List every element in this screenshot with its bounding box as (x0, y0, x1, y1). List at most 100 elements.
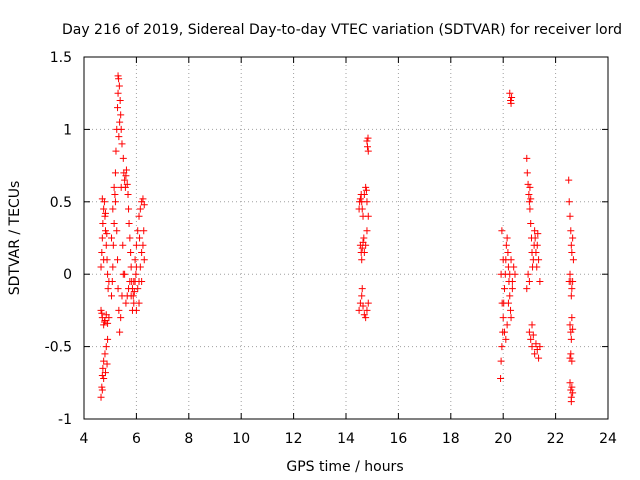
chart-title: Day 216 of 2019, Sidereal Day-to-day VTE… (62, 22, 622, 38)
data-point (569, 389, 577, 397)
data-point (117, 314, 125, 322)
data-point (523, 169, 531, 177)
data-point (132, 270, 140, 278)
data-point (136, 205, 144, 213)
data-point (117, 183, 125, 191)
x-tick-label: 18 (442, 431, 460, 447)
data-point (122, 172, 130, 180)
data-point (499, 314, 507, 322)
data-point (527, 220, 535, 228)
data-point (121, 176, 129, 184)
data-point (105, 314, 113, 322)
data-point (501, 285, 509, 293)
data-point (114, 104, 122, 112)
data-point (569, 234, 577, 242)
data-point (362, 186, 370, 194)
data-point (103, 230, 111, 238)
data-point (567, 292, 575, 300)
data-point (114, 89, 122, 97)
data-point (101, 209, 109, 217)
y-axis-label: SDTVAR / TECUs (7, 181, 23, 296)
data-point (532, 248, 540, 256)
data-point (569, 256, 577, 264)
data-point (568, 314, 576, 322)
y-tick-label: 1 (63, 122, 72, 138)
data-point (528, 343, 536, 351)
data-point (117, 125, 125, 133)
data-point (115, 306, 123, 314)
data-point (139, 195, 147, 203)
data-point (101, 212, 109, 220)
data-point (362, 183, 370, 191)
data-point (108, 292, 116, 300)
data-point (127, 248, 135, 256)
data-point (134, 227, 142, 235)
data-point (101, 350, 109, 358)
data-point (566, 212, 574, 220)
data-point (507, 314, 515, 322)
y-tick-label: 1.5 (50, 50, 72, 66)
data-point (497, 270, 505, 278)
data-point (131, 256, 139, 264)
data-point (534, 230, 542, 238)
y-axis-tick-labels: -1 -0.5 0 0.5 1 1.5 (45, 50, 72, 428)
data-point (526, 183, 534, 191)
data-point (525, 277, 533, 285)
data-point (135, 212, 143, 220)
data-point (119, 241, 127, 249)
data-point (140, 201, 148, 209)
data-point (504, 248, 512, 256)
data-point (360, 191, 368, 199)
data-point (535, 354, 543, 362)
data-point (113, 227, 121, 235)
data-point (108, 234, 116, 242)
data-point (116, 96, 124, 104)
data-point (498, 343, 506, 351)
data-point (103, 360, 111, 368)
data-point (102, 241, 110, 249)
data-point (115, 75, 123, 83)
data-point (356, 195, 364, 203)
data-point (567, 335, 575, 343)
data-point (114, 256, 122, 264)
x-tick-label: 8 (184, 431, 193, 447)
data-point (363, 198, 371, 206)
axis-ticks (83, 56, 609, 420)
data-point (109, 241, 117, 249)
data-point (524, 270, 532, 278)
data-point (363, 137, 371, 145)
grid-lines (84, 57, 608, 419)
data-point (529, 331, 537, 339)
data-point (98, 234, 106, 242)
data-point (498, 299, 506, 307)
data-point (358, 205, 366, 213)
data-point (507, 256, 515, 264)
data-point (122, 299, 130, 307)
data-point (109, 205, 117, 213)
x-tick-label: 14 (337, 431, 355, 447)
data-point (114, 285, 122, 293)
data-point (132, 241, 140, 249)
data-point (364, 147, 372, 155)
x-tick-label: 10 (232, 431, 250, 447)
data-point (566, 379, 574, 387)
data-point (501, 328, 509, 336)
data-point (508, 94, 516, 102)
data-point (535, 256, 543, 264)
x-tick-label: 20 (494, 431, 512, 447)
data-point (507, 306, 515, 314)
data-point (499, 256, 507, 264)
data-point (527, 335, 535, 343)
data-point (100, 374, 108, 382)
data-point (358, 256, 366, 264)
data-point (531, 234, 539, 242)
data-point (506, 292, 514, 300)
data-point (525, 328, 533, 336)
x-tick-label: 6 (132, 431, 141, 447)
data-point (99, 220, 107, 228)
data-point (507, 96, 515, 104)
data-point (126, 234, 134, 242)
data-point (364, 299, 372, 307)
data-point (116, 118, 124, 126)
